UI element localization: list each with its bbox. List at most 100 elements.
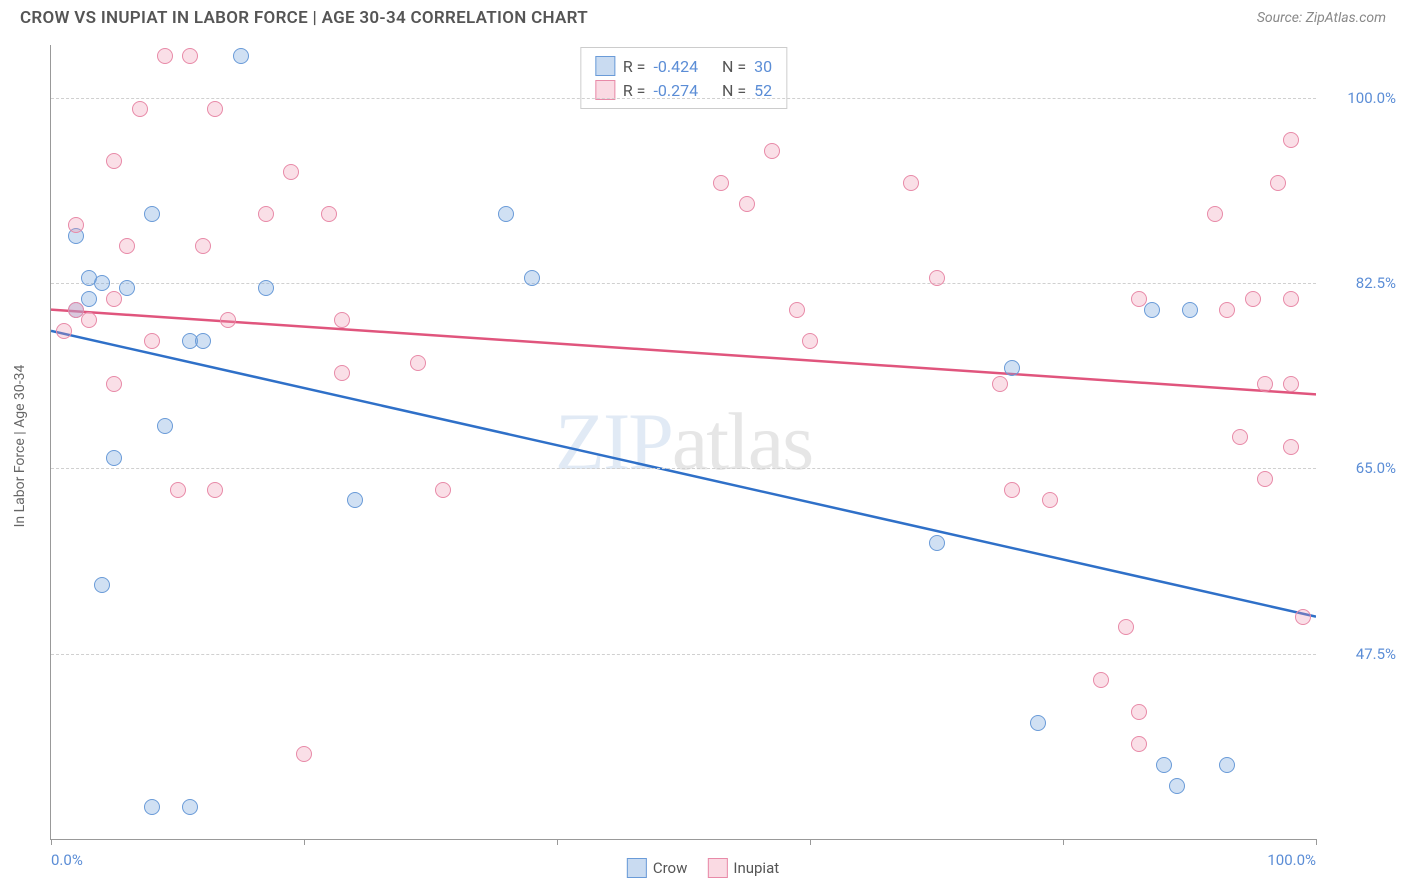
data-point (119, 280, 135, 296)
data-point (1207, 206, 1223, 222)
data-point (789, 302, 805, 318)
x-tick (810, 839, 811, 845)
data-point (258, 280, 274, 296)
data-point (903, 175, 919, 191)
data-point (207, 101, 223, 117)
trend-lines (51, 45, 1316, 839)
y-tick-label: 82.5% (1326, 274, 1396, 292)
data-point (992, 376, 1008, 392)
data-point (1042, 492, 1058, 508)
data-point (1144, 302, 1160, 318)
data-point (144, 799, 160, 815)
data-point (1131, 291, 1147, 307)
data-point (119, 238, 135, 254)
data-point (524, 270, 540, 286)
data-point (334, 312, 350, 328)
data-point (195, 238, 211, 254)
data-point (56, 323, 72, 339)
data-point (498, 206, 514, 222)
data-point (296, 746, 312, 762)
correlation-legend: R = -0.424 N = 30 R = -0.274 N = 52 (580, 47, 787, 109)
data-point (929, 535, 945, 551)
source-attribution: Source: ZipAtlas.com (1257, 10, 1386, 26)
gridline (51, 654, 1316, 655)
data-point (1030, 715, 1046, 731)
data-point (739, 196, 755, 212)
data-point (1257, 376, 1273, 392)
data-point (283, 164, 299, 180)
gridline (51, 468, 1316, 469)
header: CROW VS INUPIAT IN LABOR FORCE | AGE 30-… (0, 0, 1406, 32)
x-tick-label: 100.0% (1267, 851, 1316, 869)
data-point (1131, 736, 1147, 752)
data-point (258, 206, 274, 222)
data-point (334, 365, 350, 381)
legend-row-crow: R = -0.424 N = 30 (595, 54, 772, 78)
data-point (132, 101, 148, 117)
legend-item-crow: Crow (627, 858, 688, 878)
data-point (233, 48, 249, 64)
data-point (182, 48, 198, 64)
swatch-blue (595, 56, 615, 76)
data-point (1295, 609, 1311, 625)
data-point (1182, 302, 1198, 318)
data-point (1093, 672, 1109, 688)
data-point (1219, 757, 1235, 773)
data-point (1156, 757, 1172, 773)
data-point (713, 175, 729, 191)
data-point (195, 333, 211, 349)
data-point (1283, 132, 1299, 148)
data-point (321, 206, 337, 222)
data-point (802, 333, 818, 349)
watermark: ZIPatlas (555, 395, 812, 489)
data-point (1270, 175, 1286, 191)
data-point (347, 492, 363, 508)
data-point (1169, 778, 1185, 794)
gridline (51, 283, 1316, 284)
data-point (94, 577, 110, 593)
data-point (144, 206, 160, 222)
data-point (1118, 619, 1134, 635)
data-point (410, 355, 426, 371)
data-point (106, 153, 122, 169)
y-tick-label: 100.0% (1326, 89, 1396, 107)
data-point (106, 450, 122, 466)
data-point (207, 482, 223, 498)
data-point (182, 799, 198, 815)
x-tick (1316, 839, 1317, 845)
data-point (1131, 704, 1147, 720)
data-point (1245, 291, 1261, 307)
data-point (81, 312, 97, 328)
data-point (1283, 376, 1299, 392)
y-tick-label: 47.5% (1326, 645, 1396, 663)
data-point (1004, 360, 1020, 376)
chart-title: CROW VS INUPIAT IN LABOR FORCE | AGE 30-… (20, 8, 588, 28)
data-point (220, 312, 236, 328)
x-tick-label: 0.0% (51, 851, 83, 869)
x-tick (557, 839, 558, 845)
data-point (929, 270, 945, 286)
data-point (81, 291, 97, 307)
x-tick (1063, 839, 1064, 845)
swatch-pink (707, 858, 727, 878)
swatch-blue (627, 858, 647, 878)
series-legend: Crow Inupiat (627, 858, 779, 878)
data-point (144, 333, 160, 349)
data-point (1257, 471, 1273, 487)
data-point (94, 275, 110, 291)
data-point (68, 217, 84, 233)
x-tick (304, 839, 305, 845)
data-point (764, 143, 780, 159)
data-point (1232, 429, 1248, 445)
y-tick-label: 65.0% (1326, 459, 1396, 477)
data-point (170, 482, 186, 498)
data-point (106, 291, 122, 307)
legend-item-inupiat: Inupiat (707, 858, 779, 878)
data-point (1219, 302, 1235, 318)
gridline (51, 98, 1316, 99)
data-point (157, 418, 173, 434)
data-point (157, 48, 173, 64)
y-axis-title: In Labor Force | Age 30-34 (12, 365, 28, 528)
data-point (106, 376, 122, 392)
data-point (1004, 482, 1020, 498)
